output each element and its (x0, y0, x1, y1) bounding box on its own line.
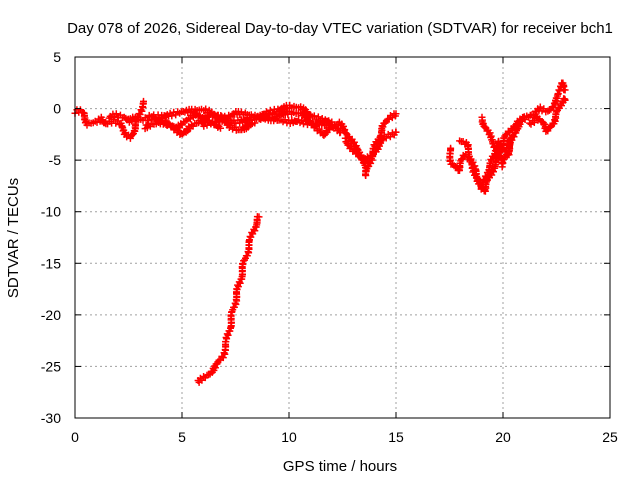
y-tick-label: -25 (41, 358, 61, 374)
y-axis-title: SDTVAR / TECUs (5, 178, 22, 298)
data-point-marker (251, 227, 259, 235)
y-tick-label: 0 (53, 101, 61, 117)
y-tick-label: -30 (41, 410, 61, 426)
data-point-marker (200, 122, 208, 130)
data-point-marker (367, 159, 375, 167)
data-point-marker (140, 97, 147, 105)
data-point-marker (511, 124, 519, 132)
data-point-marker (202, 105, 210, 113)
data-point-marker (392, 128, 400, 136)
data-point-marker (379, 123, 387, 131)
tick-layer (74, 56, 611, 419)
data-point-marker (545, 106, 553, 114)
data-point-marker (392, 110, 400, 118)
data-point-marker (236, 279, 244, 287)
data-point-marker (544, 127, 552, 135)
data-point-marker (508, 134, 516, 141)
x-tick-label: 25 (602, 429, 618, 445)
plot-frame (74, 56, 611, 419)
data-point-marker (386, 133, 394, 141)
data-point-marker (255, 213, 263, 221)
data-point-marker (495, 148, 503, 156)
data-point-marker (112, 110, 120, 118)
data-point-marker (561, 96, 569, 104)
x-tick-label: 20 (495, 429, 511, 445)
x-tick-label: 0 (71, 429, 79, 445)
data-point-marker (227, 121, 235, 129)
data-point-marker (530, 119, 538, 126)
data-point-marker (217, 124, 224, 132)
tick-label-layer: 0 5 10 15 20 25 5 0 -5 -10 -15 -20 -25 -30 (41, 49, 618, 445)
data-point-marker (168, 112, 176, 120)
data-point-marker (561, 86, 569, 94)
data-point-marker (219, 354, 227, 362)
x-tick-label: 15 (388, 429, 404, 445)
y-tick-label: 5 (53, 49, 61, 65)
data-point-marker (224, 331, 232, 339)
data-point-marker (556, 87, 564, 95)
chart-title: Day 078 of 2026, Sidereal Day-to-day VTE… (67, 20, 613, 37)
data-point-marker (340, 122, 347, 130)
data-point-marker (469, 158, 477, 166)
y-tick-label: -15 (41, 255, 61, 271)
data-point-marker (481, 123, 489, 131)
data-point-marker (368, 151, 376, 159)
data-layer (71, 79, 569, 386)
y-tick-label: -5 (49, 152, 62, 168)
data-point-marker (546, 123, 554, 131)
x-tick-label: 10 (281, 429, 297, 445)
y-tick-label: -10 (41, 204, 61, 220)
x-tick-label: 5 (178, 429, 186, 445)
data-point-marker (474, 176, 482, 184)
x-axis-title: GPS time / hours (283, 458, 397, 475)
data-point-marker (382, 134, 390, 142)
y-tick-label: -20 (41, 307, 61, 323)
